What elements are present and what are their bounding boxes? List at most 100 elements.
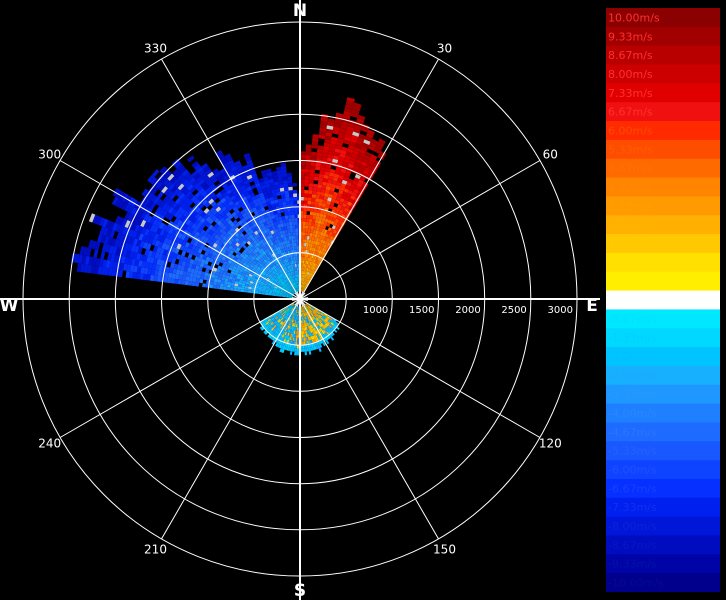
echo-gate <box>296 274 298 278</box>
echo-gate <box>365 132 374 139</box>
echo-gate <box>105 244 111 253</box>
echo-gate <box>300 179 305 183</box>
echo-gate <box>139 273 144 280</box>
echo-gate <box>245 210 251 216</box>
echo-gate <box>205 256 211 262</box>
echo-gate <box>336 215 341 221</box>
echo-gate <box>221 276 226 281</box>
echo-gate <box>250 278 255 282</box>
echo-gate <box>357 167 365 173</box>
echo-gate <box>183 235 190 242</box>
echo-gate <box>134 259 140 267</box>
echo-gate <box>274 224 279 230</box>
echo-gate <box>307 279 310 283</box>
echo-gate <box>218 246 224 252</box>
echo-gate <box>238 181 245 188</box>
echo-gate <box>239 237 245 243</box>
echo-gate <box>286 236 290 241</box>
echo-gate <box>217 279 222 283</box>
echo-gate <box>277 323 281 328</box>
echo-gate <box>335 184 341 190</box>
echo-gate <box>236 212 242 218</box>
echo-gate <box>264 282 268 286</box>
cardinal-label: S <box>294 581 306 600</box>
echo-gate <box>292 319 295 324</box>
echo-gate <box>287 272 290 277</box>
echo-gate <box>250 203 256 209</box>
echo-gate <box>341 202 347 208</box>
echo-gate <box>326 237 330 243</box>
echo-gate <box>217 214 223 221</box>
echo-gate <box>225 211 232 217</box>
echo-gate <box>262 255 267 260</box>
echo-gate <box>270 272 274 277</box>
echo-gate <box>302 285 304 289</box>
echo-gate <box>273 260 278 264</box>
echo-gate <box>276 281 281 285</box>
echo-gate <box>310 308 314 311</box>
echo-gate <box>354 143 362 149</box>
echo-gate <box>240 173 247 179</box>
echo-gate <box>199 223 206 230</box>
echo-gate <box>218 194 225 201</box>
echo-gate <box>273 236 277 241</box>
echo-gate <box>196 274 201 279</box>
echo-gate <box>83 246 89 256</box>
echo-gate <box>207 253 212 258</box>
echo-gate <box>297 281 299 285</box>
echo-gate <box>98 217 105 227</box>
echo-gate <box>302 327 304 331</box>
echo-gate <box>125 250 131 258</box>
echo-gate <box>189 272 194 278</box>
echo-gate <box>262 250 267 256</box>
echo-gate <box>320 317 325 321</box>
echo-gate <box>259 227 264 232</box>
echo-gate <box>312 215 317 220</box>
echo-gate <box>223 268 229 273</box>
echo-gate <box>252 227 257 233</box>
echo-gate <box>266 186 272 192</box>
echo-gate <box>143 267 149 275</box>
echo-gate <box>280 333 283 338</box>
echo-gate <box>210 254 216 260</box>
echo-gate <box>296 263 298 268</box>
echo-gate <box>260 281 265 285</box>
echo-gate <box>119 233 126 242</box>
echo-gate <box>301 316 303 321</box>
echo-gate <box>105 260 111 269</box>
echo-gate <box>222 174 230 181</box>
echo-gate <box>205 227 211 234</box>
echo-gate <box>364 151 372 158</box>
echo-gate <box>189 186 197 194</box>
echo-gate <box>248 238 254 244</box>
echo-gate <box>293 253 296 257</box>
echo-gate <box>266 286 270 290</box>
echo-gate <box>351 191 358 197</box>
echo-gate <box>324 135 332 141</box>
echo-gate <box>292 323 295 327</box>
echo-gate <box>278 275 282 279</box>
echo-gate <box>291 214 295 219</box>
echo-gate <box>272 261 276 265</box>
echo-gate <box>135 253 141 261</box>
echo-gate <box>107 252 113 261</box>
echo-gate <box>339 209 344 214</box>
echo-gate <box>304 344 307 349</box>
echo-gate <box>293 263 296 268</box>
echo-gate <box>360 184 367 191</box>
echo-gate <box>356 118 365 124</box>
echo-gate <box>236 251 242 256</box>
echo-gate <box>265 292 269 294</box>
echo-gate <box>248 273 253 277</box>
echo-gate <box>292 312 295 316</box>
echo-gate <box>304 304 308 308</box>
echo-gate <box>313 319 316 324</box>
colorbar-label: -6.67m/s <box>608 482 657 495</box>
echo-gate <box>239 268 244 273</box>
echo-gate <box>297 309 299 314</box>
echo-gate <box>317 180 323 185</box>
echo-gate <box>351 109 360 115</box>
echo-gate <box>282 294 287 296</box>
echo-gate <box>154 269 159 276</box>
echo-gate <box>341 179 348 185</box>
